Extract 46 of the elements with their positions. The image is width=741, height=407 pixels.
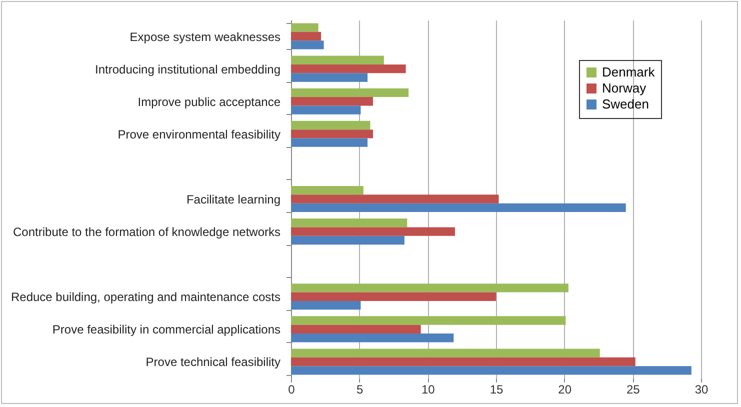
bar [291,334,454,342]
bar [291,138,368,147]
y-tick-label: Prove technical feasibility [146,355,280,370]
bar [291,88,409,98]
bar [291,357,636,366]
x-tick-label: 25 [626,382,640,396]
bar [291,73,368,82]
bar [291,97,373,106]
bar [291,32,322,41]
bar [291,64,406,74]
bar [291,106,361,114]
y-tick-label: Expose system weaknesses [130,30,280,44]
bar [291,284,568,292]
y-tick-label: Reduce building, operating and maintenance costs [10,290,280,304]
x-tick-label: 5 [356,382,364,396]
y-tick-label: Improve public acceptance [138,94,281,109]
y-tick-label: Prove feasibility in commercial applications [52,322,280,337]
bar [291,130,373,138]
bar [291,218,408,228]
bar [291,292,496,301]
x-tick-label: 0 [288,382,296,396]
y-tick-label: Contribute to the formation of knowledge networks [13,225,280,240]
y-tick-label: Introducing institutional embedding [95,62,280,76]
bar [291,120,370,130]
x-tick-label: 15 [490,382,504,396]
bar [291,40,324,50]
legend-label: Sweden [602,96,649,112]
bar [291,348,600,358]
bar [291,186,364,195]
bar [291,23,318,32]
bar [291,316,566,325]
bar [291,300,361,310]
x-tick-label: 30 [694,382,708,396]
x-tick-label: 20 [558,382,572,396]
bar [291,227,455,236]
bar [291,366,692,375]
bar [291,203,626,212]
bar [291,236,404,245]
x-tick-label: 10 [421,382,436,396]
y-tick-label: Prove environmental feasibility [118,127,280,142]
bar [291,56,384,64]
y-tick-label: Facilitate learning [186,192,280,206]
bar [291,194,499,204]
legend-label: Denmark [602,64,656,80]
legend-label: Norway [602,80,647,96]
bar [291,324,421,334]
